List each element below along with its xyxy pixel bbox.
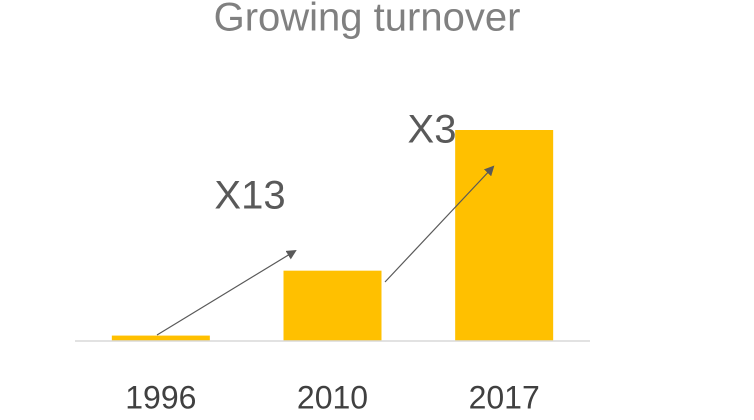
- annotation: X13: [214, 174, 285, 218]
- annotation: X3: [408, 108, 457, 152]
- bar: [283, 270, 382, 341]
- growth-arrow: [384, 165, 495, 283]
- growth-arrow: [156, 249, 297, 336]
- x-tick-label: 1996: [125, 379, 196, 415]
- chart-title: Growing turnover: [214, 0, 521, 40]
- bar: [111, 335, 210, 341]
- plot-area: 1996 2010 2017: [111, 130, 554, 415]
- x-tick-label: 2017: [469, 379, 540, 415]
- bar: [455, 130, 554, 341]
- x-tick-label: 2010: [297, 379, 368, 415]
